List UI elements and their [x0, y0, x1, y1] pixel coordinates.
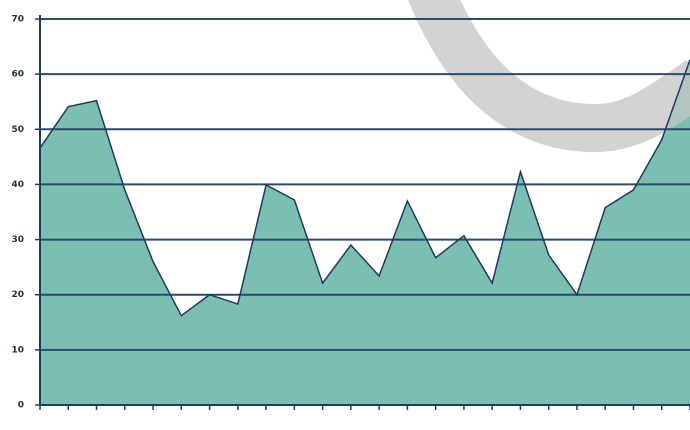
y-tick-label: 50: [11, 125, 24, 135]
y-tick-label: 10: [11, 345, 24, 355]
y-tick-label: 20: [11, 290, 24, 300]
y-tick-label: 0: [18, 401, 24, 411]
y-tick-label: 60: [11, 70, 24, 80]
chart: 0 10 20 30 40 50 60 70: [0, 0, 690, 430]
y-tick-label: 30: [11, 235, 24, 245]
y-tick-label: 70: [11, 15, 24, 25]
y-tick-label: 40: [11, 180, 24, 190]
